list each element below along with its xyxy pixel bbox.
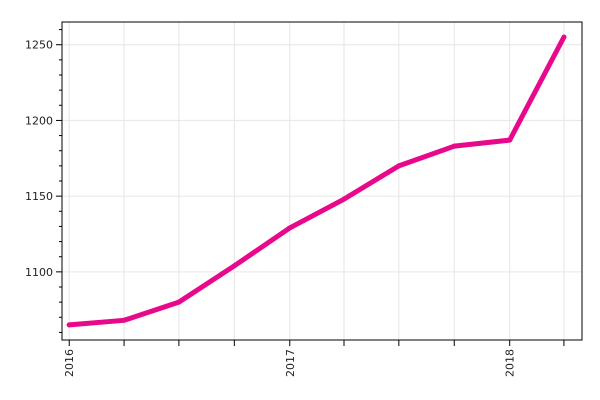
y-tick-label: 1150 [25, 190, 53, 203]
y-tick-label: 1250 [25, 39, 53, 52]
data-point [121, 317, 127, 323]
series-line [66, 34, 567, 328]
series-layer [66, 34, 567, 328]
data-point [66, 322, 72, 328]
grid [62, 22, 582, 340]
data-point [231, 263, 237, 269]
x-axis: 2016 2017 2018 [63, 340, 565, 377]
y-axis: 1100 1150 1200 1250 [25, 29, 62, 333]
data-point [561, 34, 567, 40]
plot-background [62, 22, 582, 340]
data-point [176, 299, 182, 305]
data-point [507, 137, 513, 143]
data-point [341, 196, 347, 202]
x-tick-label: 2017 [284, 349, 297, 377]
data-point [287, 225, 293, 231]
y-tick-label: 1200 [25, 114, 53, 127]
x-tick-label: 2016 [63, 349, 76, 377]
data-point [451, 143, 457, 149]
x-tick-label: 2018 [504, 349, 517, 377]
data-point [396, 163, 402, 169]
y-tick-label: 1100 [25, 266, 53, 279]
